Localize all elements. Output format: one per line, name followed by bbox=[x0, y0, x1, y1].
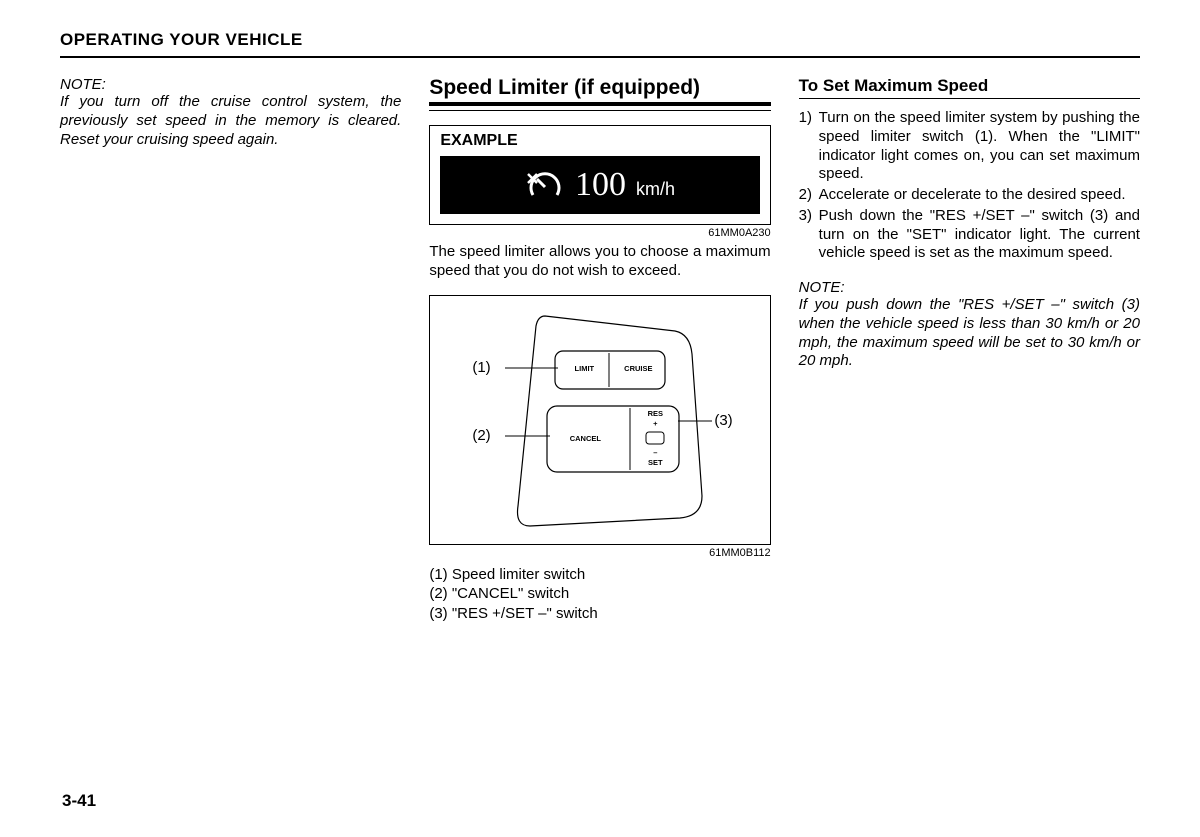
note-body-2: If you push down the "RES +/SET –" switc… bbox=[799, 296, 1140, 371]
legend: (1) Speed limiter switch (2) "CANCEL" sw… bbox=[429, 565, 770, 624]
page-header: OPERATING YOUR VEHICLE bbox=[60, 30, 1140, 50]
section-subrule bbox=[429, 110, 770, 111]
note-body: If you turn off the cruise control syste… bbox=[60, 93, 401, 149]
minus-label: – bbox=[640, 449, 670, 457]
example-box: EXAMPLE 100 km/h bbox=[429, 125, 770, 225]
image-code-2: 61MM0B112 bbox=[429, 547, 770, 559]
column-2: Speed Limiter (if equipped) EXAMPLE 100 … bbox=[429, 76, 770, 623]
step-1: 1)Turn on the speed limiter system by pu… bbox=[799, 109, 1140, 184]
steps-list: 1)Turn on the speed limiter system by pu… bbox=[799, 109, 1140, 263]
speedometer-icon bbox=[525, 165, 565, 205]
speed-display: 100 km/h bbox=[440, 156, 759, 214]
image-code-1: 61MM0A230 bbox=[429, 227, 770, 239]
step-2: 2)Accelerate or decelerate to the desire… bbox=[799, 186, 1140, 205]
cruise-label: CRUISE bbox=[618, 365, 658, 373]
section-rule bbox=[429, 102, 770, 106]
plus-label: + bbox=[640, 420, 670, 428]
section-title: Speed Limiter (if equipped) bbox=[429, 76, 770, 100]
example-label: EXAMPLE bbox=[440, 132, 759, 150]
step-3: 3)Push down the "RES +/SET –" switch (3)… bbox=[799, 207, 1140, 263]
display-unit: km/h bbox=[636, 179, 675, 200]
callout-2: (2) bbox=[472, 427, 490, 444]
set-label: SET bbox=[640, 459, 670, 467]
sub-heading-rule bbox=[799, 98, 1140, 99]
display-value: 100 bbox=[575, 166, 626, 204]
page-number: 3-41 bbox=[62, 791, 96, 811]
callout-3: (3) bbox=[714, 412, 732, 429]
switch-diagram: (1) (2) (3) LIMIT CRUISE CANCEL RES + – … bbox=[429, 295, 770, 545]
content-columns: NOTE: If you turn off the cruise control… bbox=[60, 76, 1140, 623]
note-label: NOTE: bbox=[60, 76, 401, 93]
note-label-2: NOTE: bbox=[799, 279, 1140, 296]
sub-heading: To Set Maximum Speed bbox=[799, 76, 1140, 96]
legend-2: (2) "CANCEL" switch bbox=[429, 584, 770, 604]
column-3: To Set Maximum Speed 1)Turn on the speed… bbox=[799, 76, 1140, 623]
cancel-label: CANCEL bbox=[560, 435, 610, 443]
body-text: The speed limiter allows you to choose a… bbox=[429, 243, 770, 281]
limit-label: LIMIT bbox=[566, 365, 602, 373]
callout-1: (1) bbox=[472, 359, 490, 376]
header-rule bbox=[60, 56, 1140, 58]
legend-1: (1) Speed limiter switch bbox=[429, 565, 770, 585]
column-1: NOTE: If you turn off the cruise control… bbox=[60, 76, 401, 623]
legend-3: (3) "RES +/SET –" switch bbox=[429, 604, 770, 624]
res-label: RES bbox=[640, 410, 670, 418]
